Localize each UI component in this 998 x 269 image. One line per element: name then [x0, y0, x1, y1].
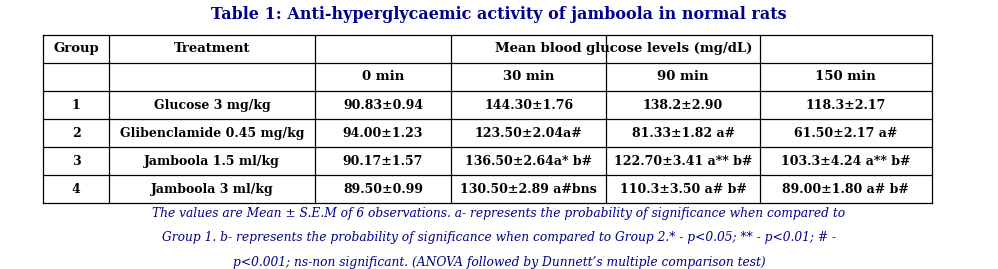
Text: 110.3±3.50 a# b#: 110.3±3.50 a# b# [620, 183, 747, 196]
Text: 90 min: 90 min [658, 70, 709, 83]
Text: Group: Group [53, 43, 99, 55]
Text: 136.50±2.64a* b#: 136.50±2.64a* b# [465, 155, 593, 168]
Text: Glucose 3 mg/kg: Glucose 3 mg/kg [154, 98, 270, 112]
Text: 90.83±0.94: 90.83±0.94 [343, 98, 423, 112]
Text: The values are Mean ± S.E.M of 6 observations. a- represents the probability of : The values are Mean ± S.E.M of 6 observa… [153, 207, 845, 220]
Text: 122.70±3.41 a** b#: 122.70±3.41 a** b# [614, 155, 752, 168]
Text: Mean blood glucose levels (mg/dL): Mean blood glucose levels (mg/dL) [495, 43, 752, 55]
Text: p<0.001; ns-non significant. (ANOVA followed by Dunnett’s multiple comparison te: p<0.001; ns-non significant. (ANOVA foll… [233, 256, 765, 269]
Text: 81.33±1.82 a#: 81.33±1.82 a# [632, 127, 735, 140]
Text: 123.50±2.04a#: 123.50±2.04a# [475, 127, 583, 140]
Text: 144.30±1.76: 144.30±1.76 [484, 98, 574, 112]
Text: Jamboola 3 ml/kg: Jamboola 3 ml/kg [151, 183, 273, 196]
Text: 2: 2 [72, 127, 81, 140]
Text: 103.3±4.24 a** b#: 103.3±4.24 a** b# [781, 155, 910, 168]
Text: 150 min: 150 min [815, 70, 876, 83]
Text: 89.50±0.99: 89.50±0.99 [343, 183, 423, 196]
Text: Group 1. b- represents the probability of significance when compared to Group 2.: Group 1. b- represents the probability o… [162, 231, 836, 244]
Text: 61.50±2.17 a#: 61.50±2.17 a# [794, 127, 897, 140]
Text: 130.50±2.89 a#bns: 130.50±2.89 a#bns [460, 183, 597, 196]
Text: 3: 3 [72, 155, 81, 168]
Text: 0 min: 0 min [362, 70, 404, 83]
Text: 4: 4 [72, 183, 81, 196]
Text: 90.17±1.57: 90.17±1.57 [343, 155, 423, 168]
Text: 138.2±2.90: 138.2±2.90 [643, 98, 724, 112]
Text: Glibenclamide 0.45 mg/kg: Glibenclamide 0.45 mg/kg [120, 127, 304, 140]
Text: 30 min: 30 min [503, 70, 555, 83]
Text: 89.00±1.80 a# b#: 89.00±1.80 a# b# [782, 183, 909, 196]
Text: 118.3±2.17: 118.3±2.17 [805, 98, 886, 112]
Text: Table 1: Anti-hyperglycaemic activity of jamboola in normal rats: Table 1: Anti-hyperglycaemic activity of… [212, 6, 786, 23]
Text: Jamboola 1.5 ml/kg: Jamboola 1.5 ml/kg [144, 155, 279, 168]
Text: Treatment: Treatment [174, 43, 250, 55]
Text: 1: 1 [72, 98, 81, 112]
Text: 94.00±1.23: 94.00±1.23 [343, 127, 423, 140]
